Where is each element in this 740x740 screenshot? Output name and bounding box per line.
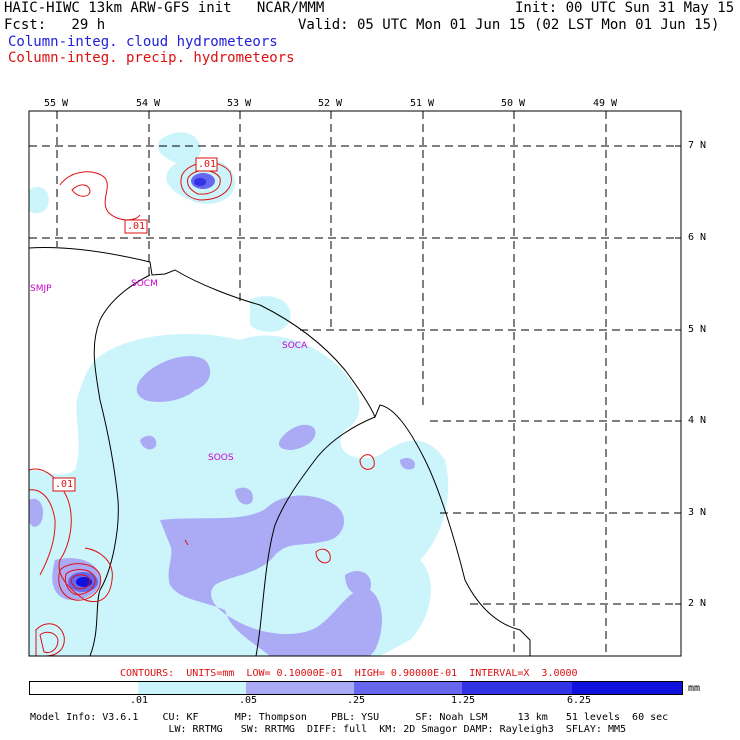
coastline [29,247,531,656]
legend-tick: 1.25 [451,695,476,706]
station-label: SMJP [30,284,52,294]
lat-label: 7 N [688,140,707,151]
graticule [29,111,681,656]
model-title: HAIC-HIWC 13km ARW-GFS init NCAR/MMM [4,0,325,16]
field-precip-label: Column-integ. precip. hydrometeors [8,50,295,66]
forecast-hour: Fcst: 29 h [4,17,106,33]
field-cloud-label: Column-integ. cloud hydrometeors [8,34,278,50]
legend-tick: .05 [239,695,258,706]
legend-swatch [30,682,138,694]
contour-info: CONTOURS: UNITS=mm LOW= 0.10000E-01 HIGH… [120,668,578,679]
station-label: SOOS [208,453,234,463]
lat-label: 3 N [688,507,707,518]
legend-tick: 6.25 [567,695,592,706]
lon-label: 50 W [501,98,526,109]
model-info-line1: Model Info: V3.6.1 CU: KF MP: Thompson P… [30,712,669,723]
station-label: SOCA [282,341,308,351]
legend-units: mm [688,683,701,694]
station-label: SOCM [131,279,158,289]
lat-label: 6 N [688,232,707,243]
lon-label: 49 W [593,98,618,109]
lon-label: 52 W [318,98,343,109]
model-info-line2: LW: RRTMG SW: RRTMG DIFF: full KM: 2D Sm… [30,724,627,735]
legend-swatch [138,682,246,694]
contour-label: .01 [55,479,74,490]
lon-label: 51 W [410,98,435,109]
lon-label: 54 W [136,98,161,109]
lat-label: 4 N [688,415,707,426]
lon-label: 53 W [227,98,252,109]
legend-swatch [572,682,682,694]
init-time: Init: 00 UTC Sun 31 May 15 [515,0,735,16]
legend-swatch [354,682,462,694]
legend-swatch [246,682,354,694]
contour-label-boxes [52,157,218,492]
color-legend [29,681,683,695]
lon-label: 55 W [44,98,69,109]
contour-label: .01 [198,159,217,170]
lat-label: 2 N [688,598,707,609]
lat-label: 5 N [688,324,707,335]
legend-tick: .01 [130,695,149,706]
contour-label: .01 [127,221,146,232]
legend-tick: .25 [347,695,366,706]
valid-time: Valid: 05 UTC Mon 01 Jun 15 (02 LST Mon … [298,17,720,33]
legend-swatch [462,682,572,694]
